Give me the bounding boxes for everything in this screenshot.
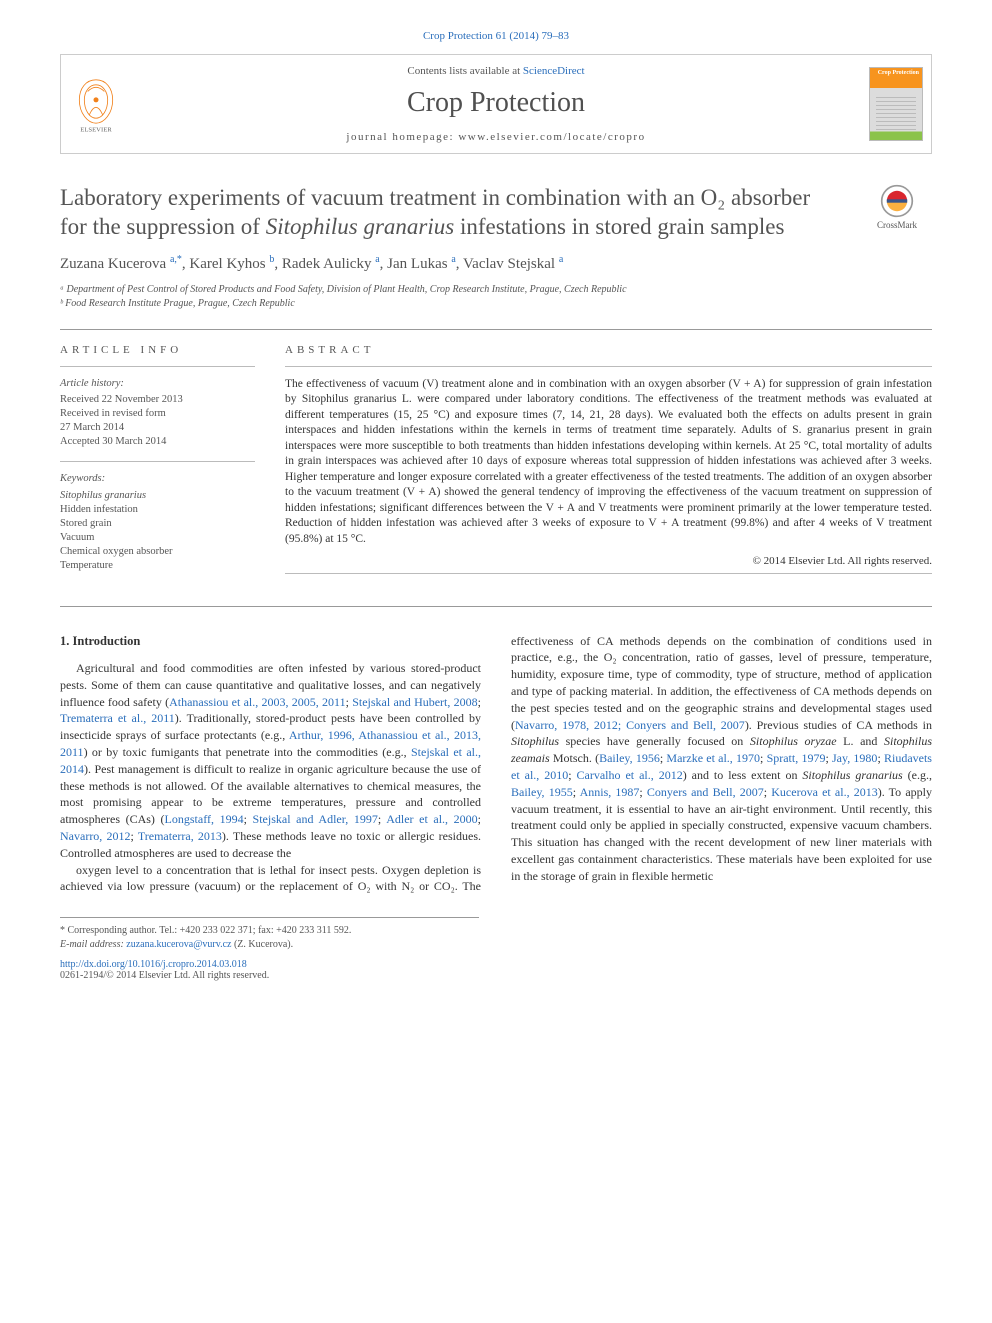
email-link[interactable]: zuzana.kucerova@vurv.cz — [126, 939, 231, 950]
elsevier-logo: ELSEVIER — [61, 55, 131, 153]
body-text: 1. Introduction Agricultural and food co… — [60, 633, 932, 896]
article-info: ARTICLE INFO Article history: Received 2… — [60, 344, 255, 586]
svg-text:ELSEVIER: ELSEVIER — [80, 127, 112, 134]
doi-block: http://dx.doi.org/10.1016/j.cropro.2014.… — [60, 959, 932, 981]
paragraph: Agricultural and food commodities are of… — [60, 660, 481, 862]
journal-homepage: journal homepage: www.elsevier.com/locat… — [131, 131, 861, 143]
article-info-heading: ARTICLE INFO — [60, 344, 255, 356]
abstract-copyright: © 2014 Elsevier Ltd. All rights reserved… — [285, 555, 932, 567]
rule — [60, 329, 932, 330]
crossmark-label: CrossMark — [862, 220, 932, 230]
doi-link[interactable]: http://dx.doi.org/10.1016/j.cropro.2014.… — [60, 959, 247, 970]
journal-cover-thumb: Crop Protection — [861, 55, 931, 153]
top-citation: Crop Protection 61 (2014) 79–83 — [60, 30, 932, 42]
section-heading: 1. Introduction — [60, 633, 481, 651]
journal-title: Crop Protection — [131, 87, 861, 119]
contents-available: Contents lists available at ScienceDirec… — [131, 65, 861, 77]
footnotes: * Corresponding author. Tel.: +420 233 0… — [60, 917, 479, 951]
authors: Zuzana Kucerova a,*, Karel Kyhos b, Rade… — [60, 254, 932, 273]
rule — [60, 606, 932, 607]
article-title: Laboratory experiments of vacuum treatme… — [60, 184, 830, 242]
sciencedirect-link[interactable]: ScienceDirect — [523, 65, 585, 77]
journal-header: ELSEVIER Contents lists available at Sci… — [60, 54, 932, 154]
abstract-body: The effectiveness of vacuum (V) treatmen… — [285, 377, 932, 548]
crossmark-badge[interactable]: CrossMark — [862, 184, 932, 230]
abstract-heading: ABSTRACT — [285, 344, 932, 356]
affiliations: ᵃ Department of Pest Control of Stored P… — [60, 283, 932, 311]
abstract: ABSTRACT The effectiveness of vacuum (V)… — [285, 344, 932, 586]
